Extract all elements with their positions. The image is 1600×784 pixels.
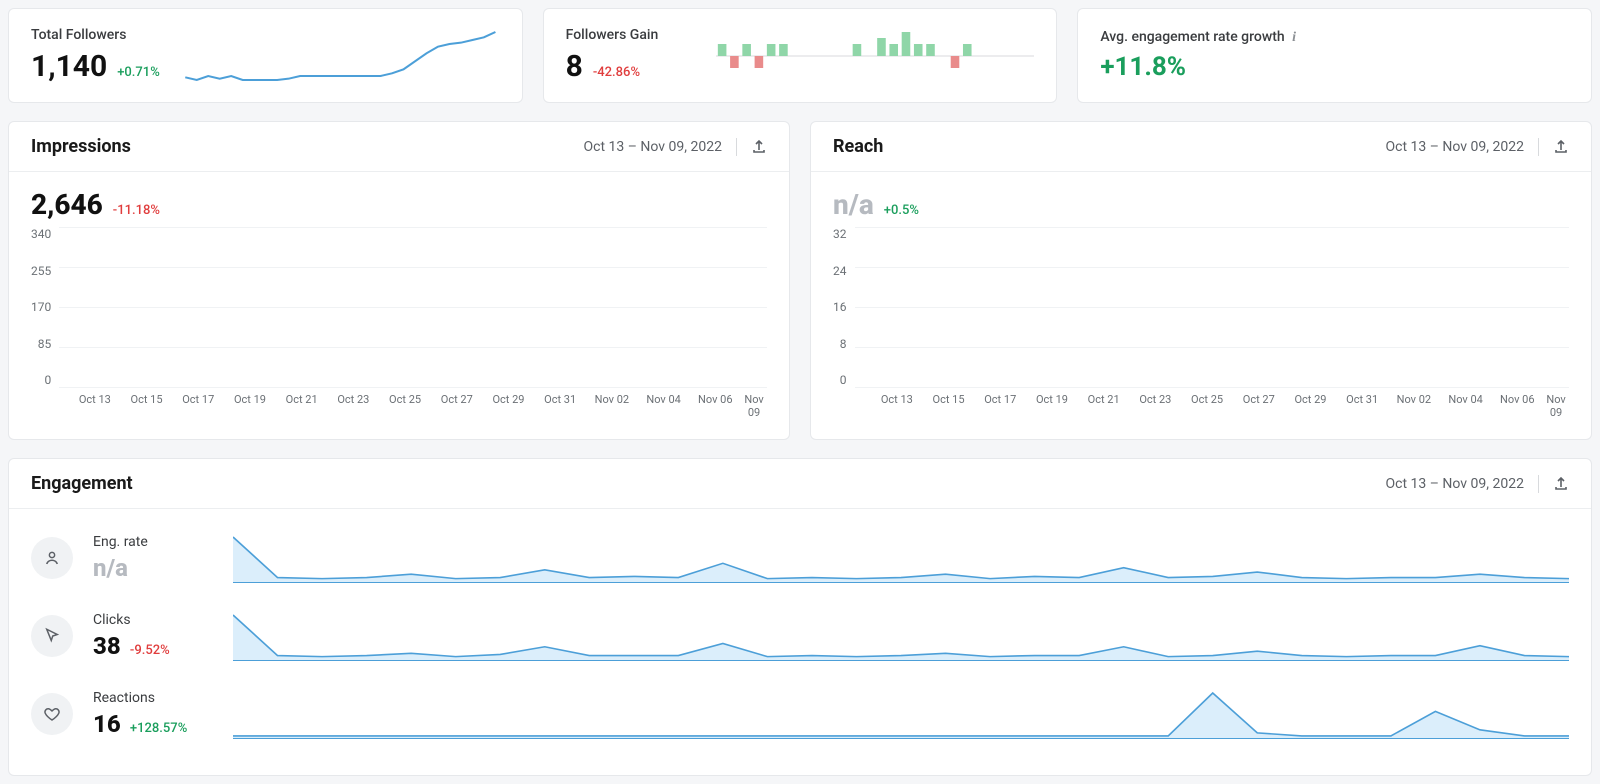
x-tick: Oct 27 — [431, 393, 483, 419]
metric-value: 2,646 — [31, 188, 103, 221]
x-tick: Oct 19 — [1026, 393, 1078, 419]
x-tick: Oct 31 — [534, 393, 586, 419]
kpi-value: 1,140 — [31, 49, 107, 84]
metric-value: 38 — [93, 632, 121, 660]
export-icon — [751, 139, 767, 155]
kpi-label: Total Followers — [31, 27, 181, 43]
x-tick: Oct 25 — [1181, 393, 1233, 419]
date-range: Oct 13 – Nov 09, 2022 — [584, 139, 722, 155]
kpi-value: +11.8% — [1100, 52, 1296, 82]
divider — [1538, 475, 1539, 493]
metric-delta: +128.57% — [127, 721, 188, 736]
metric-value: 16 — [93, 710, 121, 738]
kpi-label-text: Avg. engagement rate growth — [1100, 29, 1284, 45]
reach-card: Reach Oct 13 – Nov 09, 2022 n/a +0.5% 32… — [810, 121, 1592, 440]
export-button[interactable] — [1553, 476, 1569, 492]
x-tick: Oct 25 — [379, 393, 431, 419]
export-button[interactable] — [1553, 139, 1569, 155]
y-tick: 24 — [833, 264, 847, 278]
card-title: Impressions — [31, 136, 131, 157]
bars — [855, 227, 1570, 387]
engagement-row: Reactions 16 +128.57% — [31, 681, 1569, 759]
kpi-total-followers: Total Followers 1,140 +0.71% — [8, 8, 523, 103]
impressions-card: Impressions Oct 13 – Nov 09, 2022 2,646 … — [8, 121, 790, 440]
export-icon — [1553, 476, 1569, 492]
x-tick: Oct 19 — [224, 393, 276, 419]
date-range: Oct 13 – Nov 09, 2022 — [1386, 476, 1524, 492]
metric-delta: +0.5% — [884, 203, 919, 218]
followers-gain-sparkline — [716, 28, 1035, 84]
bars — [59, 227, 767, 387]
date-range: Oct 13 – Nov 09, 2022 — [1386, 139, 1524, 155]
kpi-row: Total Followers 1,140 +0.71% Followers G… — [8, 8, 1592, 103]
x-tick: Oct 15 — [923, 393, 975, 419]
y-tick: 8 — [840, 337, 847, 351]
kpi-label: Followers Gain — [566, 27, 716, 43]
metric-value: n/a — [833, 188, 874, 221]
kpi-delta: -42.86% — [593, 65, 640, 80]
y-tick: 170 — [31, 300, 51, 314]
x-tick: Nov 02 — [586, 393, 638, 419]
kpi-delta: +0.71% — [117, 65, 160, 80]
heart-icon — [31, 693, 73, 735]
x-tick: Oct 23 — [328, 393, 380, 419]
metric-value: n/a — [93, 554, 128, 582]
sparkline — [233, 611, 1569, 661]
followers-sparkline — [181, 28, 500, 84]
engagement-card: Engagement Oct 13 – Nov 09, 2022 Eng. ra… — [8, 458, 1592, 776]
y-tick: 32 — [833, 227, 847, 241]
sparkline — [233, 689, 1569, 739]
x-tick: Nov 04 — [1440, 393, 1492, 419]
cursor-icon — [31, 615, 73, 657]
export-icon — [1553, 139, 1569, 155]
card-title: Reach — [833, 136, 883, 157]
x-tick: Oct 15 — [121, 393, 173, 419]
x-tick: Oct 23 — [1130, 393, 1182, 419]
person-icon — [31, 537, 73, 579]
info-icon[interactable]: i — [1292, 30, 1296, 46]
x-tick: Oct 27 — [1233, 393, 1285, 419]
x-axis: Oct 13Oct 15Oct 17Oct 19Oct 21Oct 23Oct … — [69, 393, 767, 419]
y-tick: 16 — [833, 300, 847, 314]
y-tick: 0 — [44, 373, 51, 387]
x-tick: Oct 13 — [871, 393, 923, 419]
divider — [1538, 138, 1539, 156]
x-tick: Nov 06 — [1491, 393, 1543, 419]
card-title: Engagement — [31, 473, 133, 494]
x-tick: Nov 09 — [1543, 393, 1569, 419]
x-tick: Oct 13 — [69, 393, 121, 419]
engagement-row: Eng. rate n/a — [31, 525, 1569, 603]
x-tick: Oct 21 — [1078, 393, 1130, 419]
divider — [736, 138, 737, 156]
y-tick: 340 — [31, 227, 51, 241]
sparkline — [233, 533, 1569, 583]
x-tick: Oct 21 — [276, 393, 328, 419]
y-tick: 255 — [31, 264, 51, 278]
metric-label: Reactions — [93, 690, 213, 706]
metric-delta: -11.18% — [113, 203, 160, 218]
kpi-followers-gain: Followers Gain 8 -42.86% — [543, 8, 1058, 103]
export-button[interactable] — [751, 139, 767, 155]
y-axis: 340 255 170 85 0 — [31, 227, 59, 387]
metric-delta: -9.52% — [127, 643, 170, 658]
kpi-engagement-growth: Avg. engagement rate growth i +11.8% — [1077, 8, 1592, 103]
x-tick: Oct 29 — [483, 393, 535, 419]
y-axis: 32 24 16 8 0 — [833, 227, 855, 387]
kpi-value: 8 — [566, 49, 583, 84]
x-tick: Oct 17 — [172, 393, 224, 419]
x-tick: Nov 09 — [741, 393, 767, 419]
x-tick: Nov 04 — [638, 393, 690, 419]
kpi-label: Avg. engagement rate growth i — [1100, 29, 1296, 46]
x-axis: Oct 13Oct 15Oct 17Oct 19Oct 21Oct 23Oct … — [871, 393, 1569, 419]
metric-label: Eng. rate — [93, 534, 213, 550]
engagement-row: Clicks 38 -9.52% — [31, 603, 1569, 681]
x-tick: Oct 29 — [1285, 393, 1337, 419]
y-tick: 85 — [38, 337, 52, 351]
x-tick: Oct 17 — [974, 393, 1026, 419]
y-tick: 0 — [840, 373, 847, 387]
x-tick: Nov 06 — [689, 393, 741, 419]
metric-label: Clicks — [93, 612, 213, 628]
x-tick: Nov 02 — [1388, 393, 1440, 419]
x-tick: Oct 31 — [1336, 393, 1388, 419]
